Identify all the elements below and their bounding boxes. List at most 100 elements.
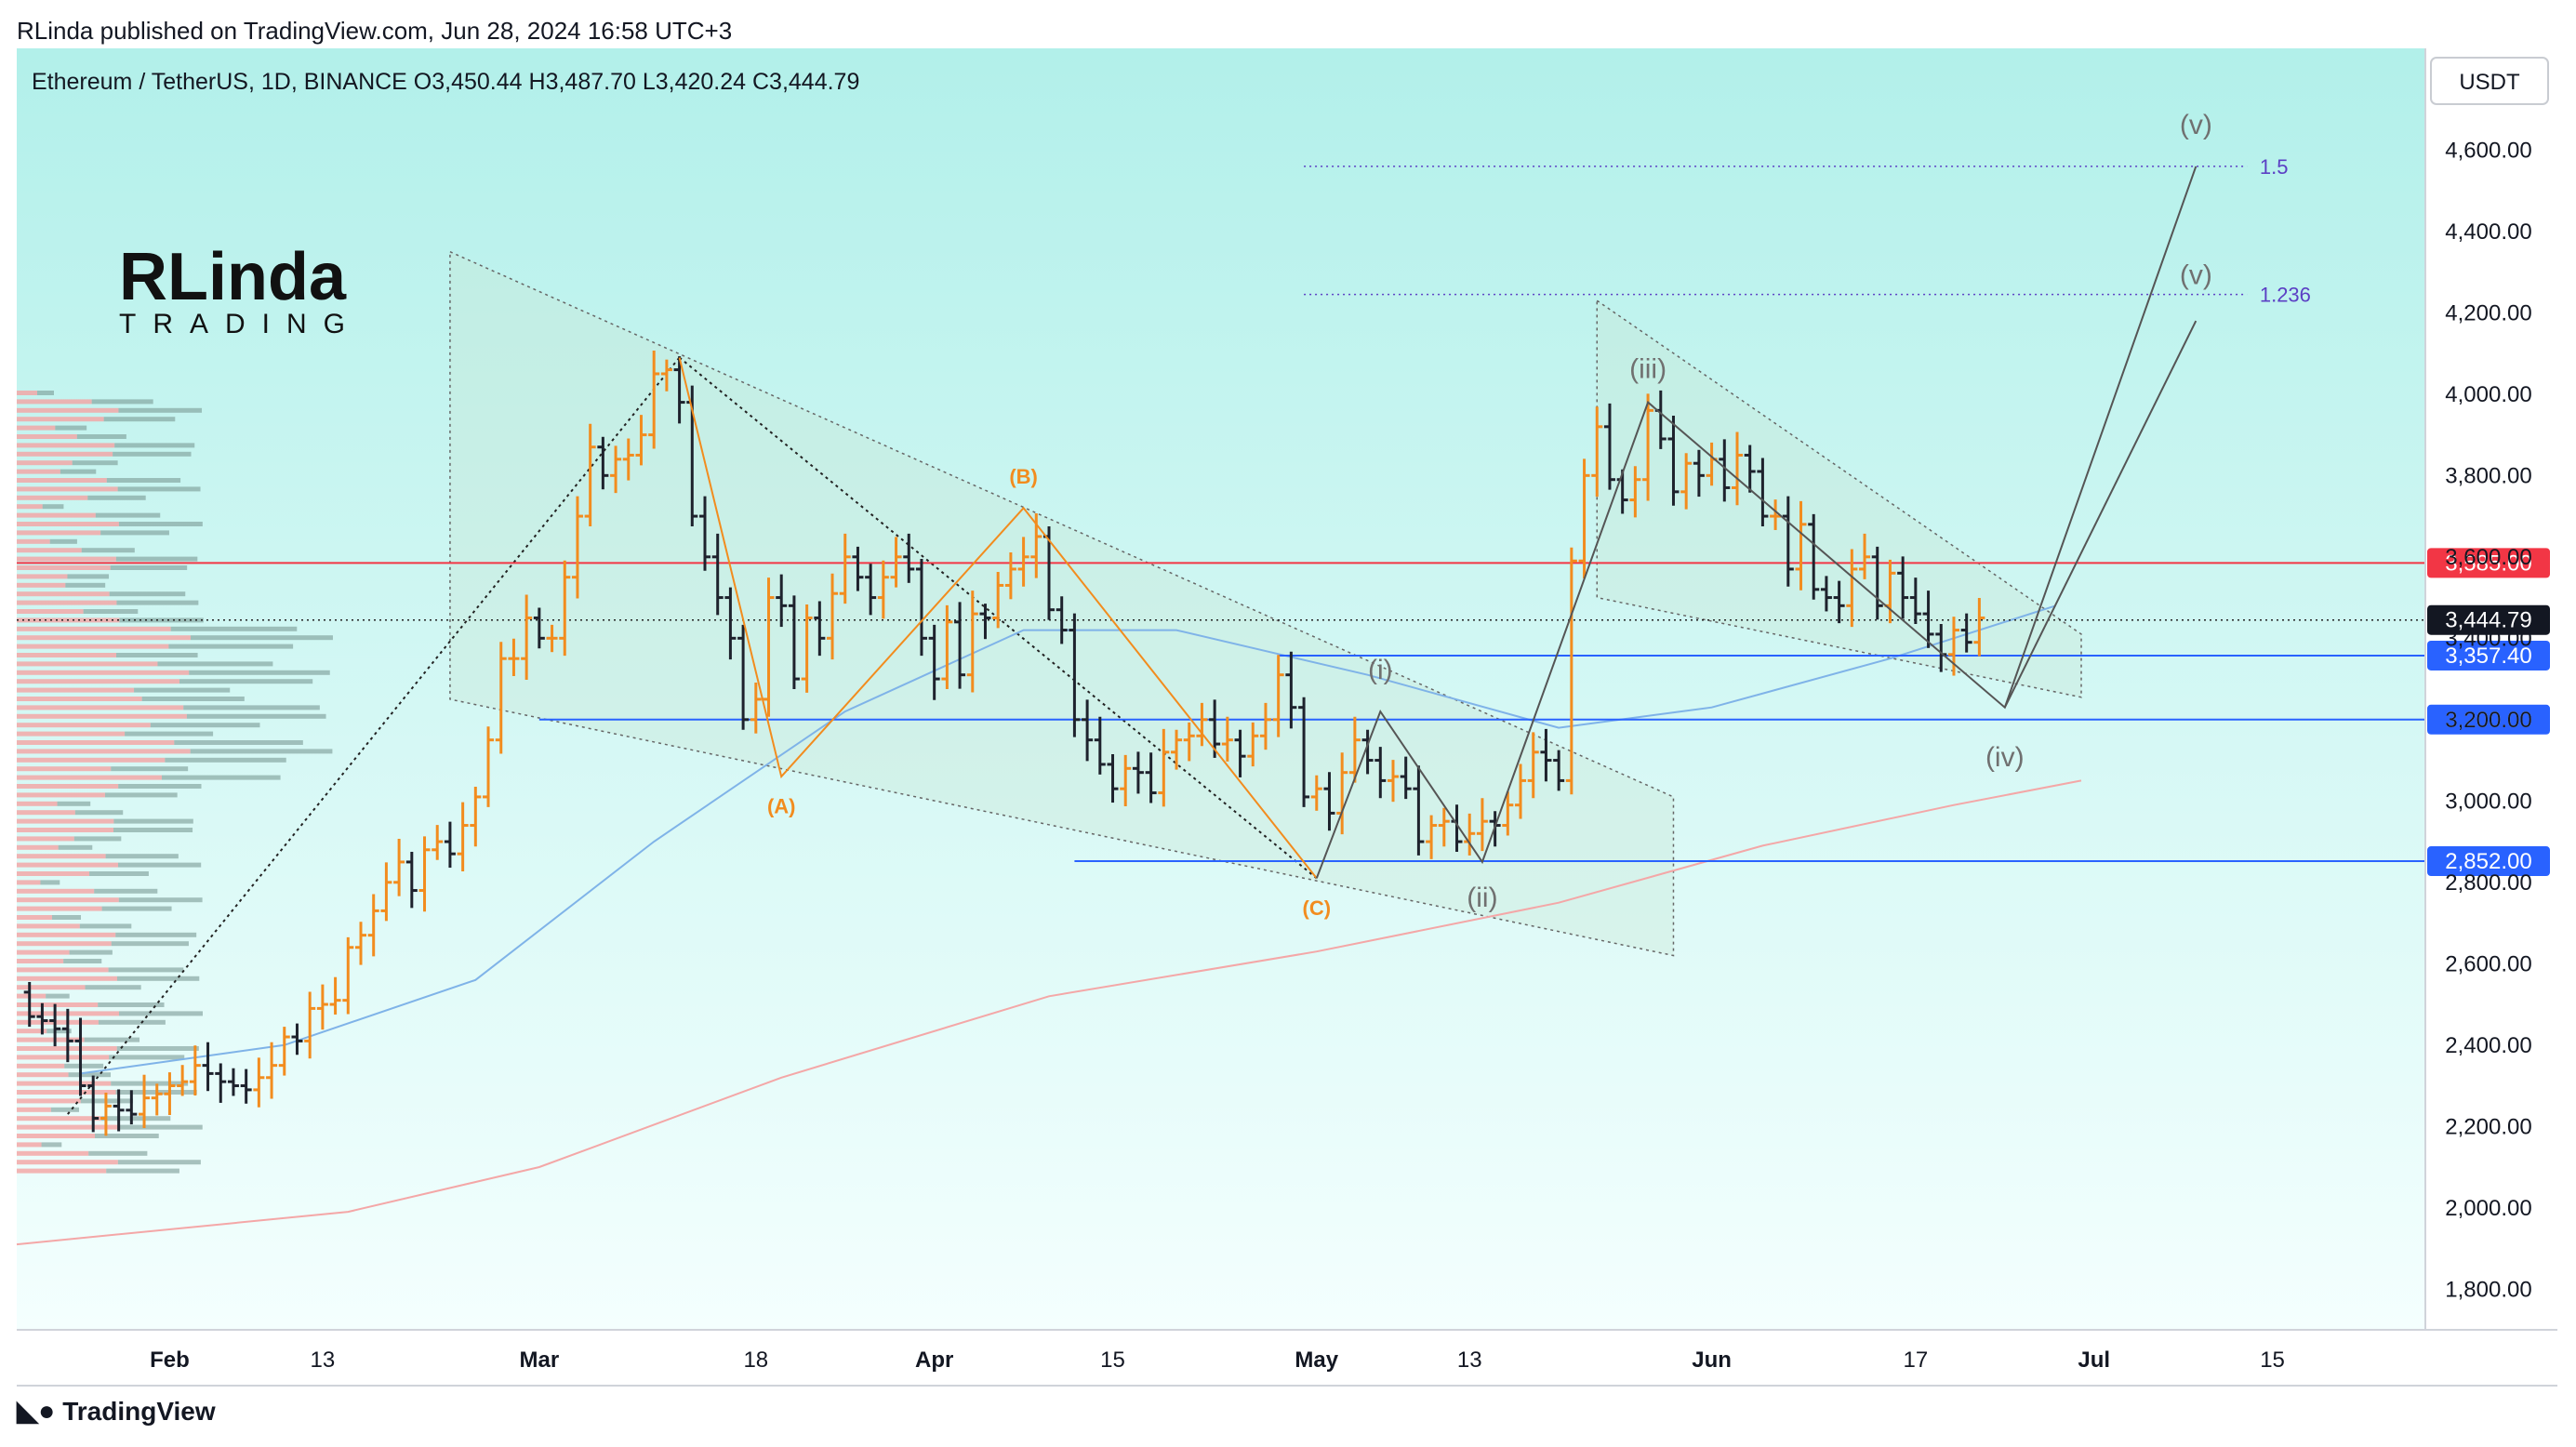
profile-bar-sell <box>17 687 135 693</box>
profile-bar-sell <box>17 574 68 579</box>
wave-label-b: (B) <box>1009 465 1038 488</box>
profile-bar-sell <box>17 653 117 657</box>
profile-bar-sell <box>17 1072 69 1078</box>
y-tick-label: 2,000.00 <box>2445 1196 2531 1221</box>
wave-label-c: (C) <box>1303 896 1332 920</box>
profile-bar-buy <box>111 941 189 947</box>
current-price-badge <box>2427 604 2550 635</box>
x-tick-label: Feb <box>150 1347 190 1373</box>
profile-bar-buy <box>118 1011 203 1016</box>
profile-bar-sell <box>17 391 37 395</box>
profile-bar-buy <box>98 1019 166 1025</box>
profile-bar-sell <box>17 1063 65 1069</box>
profile-bar-sell <box>17 854 106 859</box>
profile-bar-buy <box>109 591 186 597</box>
profile-bar-sell <box>17 635 191 641</box>
time-axis[interactable]: Feb 13 Mar 18 Apr 15 May 13 Jun 17 Jul 15 <box>17 1329 2557 1387</box>
profile-bar-buy <box>46 1029 72 1034</box>
profile-bar-sell <box>17 906 102 911</box>
profile-bar-sell <box>17 460 73 466</box>
profile-bar-sell <box>17 784 119 789</box>
profile-bar-sell <box>17 443 115 448</box>
profile-bar-buy <box>49 538 77 544</box>
profile-bar-buy <box>174 740 303 745</box>
wave-label-ii: (ii) <box>1467 883 1497 913</box>
profile-bar-buy <box>106 478 181 483</box>
profile-bar-buy <box>109 1055 185 1060</box>
level-label: 3,200.00 <box>2445 708 2531 733</box>
profile-bar-buy <box>89 871 149 876</box>
level-badge <box>2427 640 2550 670</box>
profile-bar-buy <box>46 993 70 999</box>
profile-bar-buy <box>76 434 126 439</box>
profile-bar-sell <box>17 731 126 737</box>
profile-bar-buy <box>119 617 204 623</box>
profile-bar-buy <box>87 495 146 500</box>
y-tick-label: 2,400.00 <box>2445 1033 2531 1058</box>
fib-label: 1.236 <box>2260 284 2311 307</box>
profile-bar-sell <box>17 836 74 842</box>
wave-label-iv: (iv) <box>1985 742 2025 773</box>
profile-bar-sell <box>17 530 101 536</box>
profile-bar-buy <box>103 417 176 422</box>
profile-bar-sell <box>17 1029 47 1034</box>
profile-bar-sell <box>17 757 166 763</box>
profile-bar-buy <box>65 582 106 588</box>
profile-bar-buy <box>113 818 193 824</box>
profile-bar-buy <box>170 626 298 631</box>
profile-bar-buy <box>69 949 113 955</box>
brand-logo: RLinda TRADING <box>119 240 362 339</box>
profile-bar-buy <box>85 985 141 990</box>
x-tick-label: Jul <box>2078 1347 2110 1373</box>
price-axis[interactable]: 1,800.00 2,000.00 2,200.00 2,400.00 2,600.00… <box>2424 48 2532 1330</box>
x-tick-label: 13 <box>311 1347 336 1373</box>
profile-bar-buy <box>183 705 320 710</box>
profile-bar-sell <box>17 871 90 876</box>
level-label: 3,585.00 <box>2445 551 2531 576</box>
profile-bar-buy <box>110 565 188 570</box>
profile-bar-buy <box>81 548 135 553</box>
profile-bar-buy <box>68 1072 112 1078</box>
profile-bar-buy <box>117 1160 201 1165</box>
profile-bar-sell <box>17 749 191 754</box>
profile-bar-buy <box>125 731 214 737</box>
profile-bar-buy <box>115 556 198 562</box>
profile-bar-buy <box>105 854 179 859</box>
profile-bar-sell <box>17 1090 116 1095</box>
logo-line1: RLinda <box>119 240 347 314</box>
profile-bar-sell <box>17 582 66 588</box>
y-tick-label: 3,200.00 <box>2445 708 2531 733</box>
wave-label-v-high: (v) <box>2180 110 2212 140</box>
profile-bar-buy <box>50 1107 80 1112</box>
y-tick-label: 4,200.00 <box>2445 300 2531 325</box>
profile-bar-buy <box>134 687 231 693</box>
logo-line2: TRADING <box>119 309 362 339</box>
profile-bar-buy <box>117 486 201 492</box>
currency-button[interactable]: USDT <box>2430 57 2549 105</box>
profile-bar-sell <box>17 880 41 885</box>
horizontal-levels: 3,585.00 3,357.40 3,200.00 2,852.00 3,444.79… <box>17 155 2550 877</box>
tradingview-footer[interactable]: ◣● TradingView <box>17 1395 216 1427</box>
profile-bar-buy <box>73 836 122 842</box>
profile-bar-buy <box>190 749 333 754</box>
x-tick-label: 13 <box>1457 1347 1482 1373</box>
profile-bar-sell <box>17 679 180 684</box>
level-label: 2,852.00 <box>2445 849 2531 874</box>
profile-bar-buy <box>115 932 197 937</box>
profile-bar-sell <box>17 723 151 728</box>
profile-bar-buy <box>141 697 245 701</box>
profile-bar-sell <box>17 915 52 920</box>
profile-bar-buy <box>114 443 195 448</box>
profile-bar-buy <box>100 530 169 536</box>
profile-bar-buy <box>40 880 60 885</box>
y-tick-label: 4,400.00 <box>2445 219 2531 245</box>
profile-bar-buy <box>118 897 203 903</box>
profile-bar-sell <box>17 451 113 457</box>
profile-bar-sell <box>17 985 86 990</box>
currency-label: USDT <box>2459 70 2520 95</box>
profile-bar-sell <box>17 923 80 929</box>
y-tick-label: 2,200.00 <box>2445 1114 2531 1139</box>
profile-bar-sell <box>17 522 119 526</box>
profile-bar-buy <box>58 844 93 850</box>
